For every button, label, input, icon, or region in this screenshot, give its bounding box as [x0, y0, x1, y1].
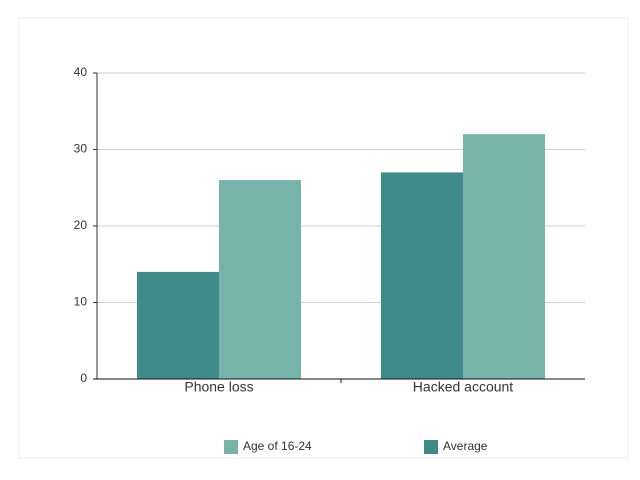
x-tick-label: Hacked account [413, 379, 514, 395]
y-tick-label: 20 [74, 218, 88, 232]
legend-swatch [224, 440, 238, 454]
legend-swatch [424, 440, 438, 454]
y-tick-label: 0 [80, 371, 87, 385]
y-tick-label: 30 [74, 142, 88, 156]
legend-label: Age of 16-24 [243, 439, 312, 453]
y-tick-label: 10 [74, 295, 88, 309]
bar [463, 134, 545, 379]
bar [381, 172, 463, 379]
bar [219, 180, 301, 379]
x-tick-label: Phone loss [184, 379, 253, 395]
legend-label: Average [443, 439, 488, 453]
bar [137, 271, 219, 379]
y-tick-label: 40 [74, 65, 88, 79]
